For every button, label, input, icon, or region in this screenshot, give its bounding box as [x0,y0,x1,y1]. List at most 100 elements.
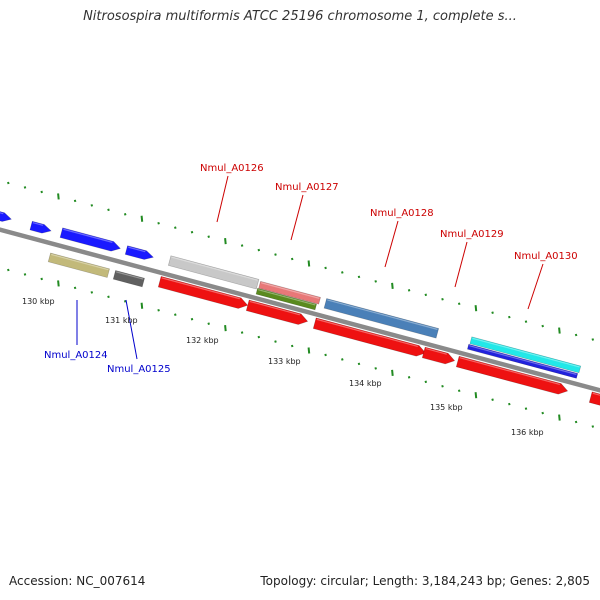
feature-highlight [51,253,109,271]
inner-tick-mark [240,331,244,334]
scale-label: 133 kbp [268,357,301,366]
scale-label-layer: 130 kbp 131 kbp 132 kbp 133 kbp 134 kbp 135 k… [22,297,544,437]
outer-tick-mark [558,327,561,334]
outer-tick-mark [224,238,227,245]
inner-tick-mark [307,347,311,354]
outer-tick-mark [123,213,127,216]
gene-leader-line [527,263,544,310]
inner-tick-mark [40,277,43,281]
accession-text: Accession: NC_007614 [9,574,146,588]
gene-arrow [124,245,154,260]
outer-tick-mark [274,253,277,256]
outer-tick-mark [474,305,478,312]
feature-block [323,298,440,339]
inner-tick-mark [274,340,277,343]
feature-block [258,280,321,305]
outer-tick-mark [157,221,160,225]
inner-tick-mark [441,384,444,388]
feature-highlight [63,228,113,243]
outer-tick-mark [591,338,595,341]
outer-tick-mark [57,193,60,200]
feature-block [255,287,317,311]
feature-highlight [469,345,577,375]
outer-tick-mark [491,311,494,314]
outer-tick-mark [207,235,210,238]
feature-highlight [116,271,144,280]
scale-label: 136 kbp [511,428,544,437]
inner-tick-mark [374,367,377,370]
inner-tick-mark [574,420,578,424]
feature-track [0,211,600,406]
map-title: Nitrosospira multiformis ATCC 25196 chro… [83,9,517,24]
scale-label: 135 kbp [430,403,463,412]
inner-tick-mark [357,362,361,366]
feature-highlight [249,300,300,316]
chromosome-backbone [0,227,600,393]
gene-arrow [245,299,309,325]
outer-tick-mark [7,181,10,185]
feature-block [112,270,145,288]
feature-highlight [261,282,320,299]
inner-tick-mark [508,402,511,406]
feature-highlight [316,318,418,347]
gene-label: Nmul_A0124 [44,350,108,361]
gene-arrow [59,227,121,252]
gene-leader-line [290,194,304,241]
outer-tick-mark [190,230,194,234]
inner-tick-mark [224,325,227,332]
inner-tick-mark [524,407,528,410]
feature-highlight [425,347,447,355]
gene-label: Nmul_A0129 [440,229,504,240]
outer-tick-mark [391,282,394,289]
inner-tick-mark [424,380,428,384]
inner-tick-mark [491,398,494,401]
inner-tick-mark [123,300,127,303]
feature-highlight [0,212,4,215]
outer-tick-mark [374,280,377,283]
outer-tick-mark [140,215,144,222]
outer-tick-mark [174,226,177,230]
gene-arrow [29,220,52,234]
outer-tick-mark [441,297,444,301]
feature-block [47,252,110,278]
outer-tick-mark [307,260,311,267]
feature-block [469,336,582,374]
gene-arrow [588,391,600,406]
scale-label: 134 kbp [349,379,382,388]
gene-arrow [157,276,249,309]
outer-tick-mark [407,289,411,292]
feature-block [167,255,260,290]
inner-tick-mark [7,268,10,272]
feature-highlight [128,246,146,253]
outer-tick-mark [73,199,77,203]
scale-label: 132 kbp [186,336,219,345]
gene-label: Nmul_A0125 [107,364,171,375]
outer-tick-mark [524,320,528,323]
inner-tick-mark [157,308,160,312]
gene-label: Nmul_A0126 [200,163,264,174]
gene-arrow [421,346,456,365]
outer-tick-mark [23,186,27,189]
inner-tick-mark [73,286,77,290]
gene-label-layer: Nmul_A0124 Nmul_A0125 Nmul_A0126 Nmul_A0127… [44,163,578,375]
inner-tick-mark [23,273,27,276]
inner-tick-mark [541,411,544,415]
outer-tick-mark [508,315,511,319]
inner-tick-mark [391,369,394,376]
inner-tick-mark [140,302,144,309]
inner-tick-mark [558,414,561,421]
gene-leader-line [384,220,399,268]
inner-tick-mark [457,389,461,393]
feature-block [467,343,579,379]
gene-label: Nmul_A0130 [514,251,578,262]
gene-label: Nmul_A0128 [370,208,434,219]
inner-tick-track [7,268,595,428]
scale-label: 130 kbp [22,297,55,306]
inner-tick-mark [407,376,411,379]
inner-tick-mark [324,353,327,357]
inner-tick-mark [341,358,344,361]
gene-arrow [455,355,569,395]
outer-tick-mark [574,333,578,337]
feature-highlight [459,357,560,386]
